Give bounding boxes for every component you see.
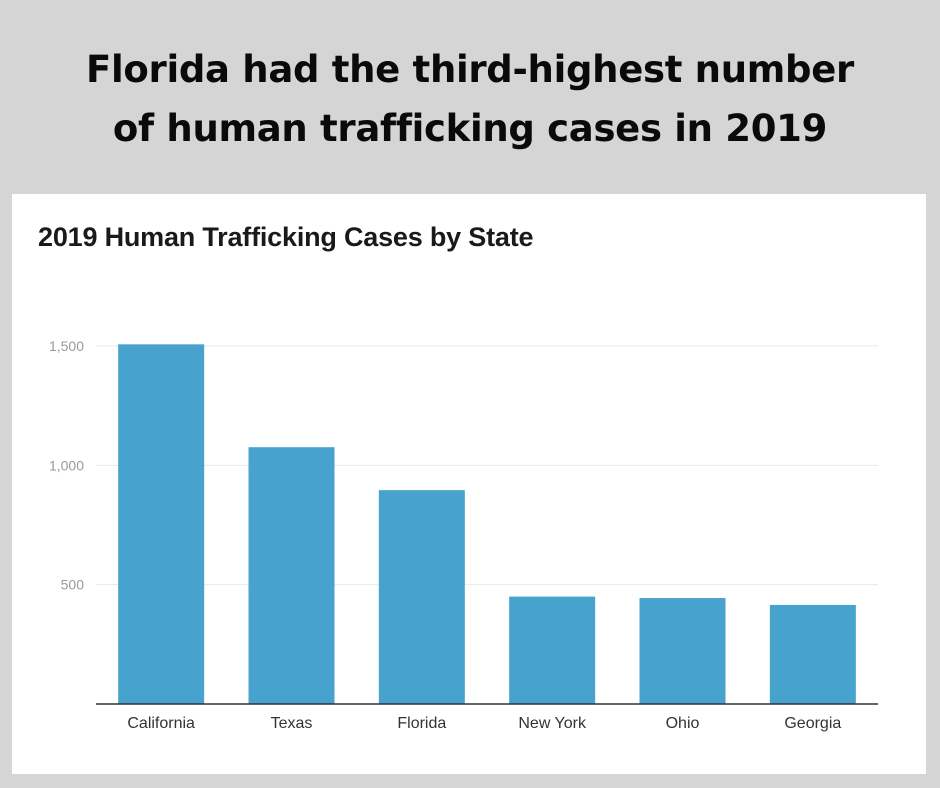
bar xyxy=(509,596,596,704)
bar xyxy=(248,447,335,704)
x-tick-label: Georgia xyxy=(784,715,841,732)
chart-card: 2019 Human Trafficking Cases by State 50… xyxy=(12,194,926,774)
bar xyxy=(378,490,465,704)
x-tick-label: New York xyxy=(518,715,587,732)
headline-line-2: of human trafficking cases in 2019 xyxy=(112,107,828,150)
headline-line-1: Florida had the third-highest number xyxy=(86,48,854,91)
bar-chart: 500 1,000 1,500 California Texas Florida New Y… xyxy=(49,338,878,732)
bar xyxy=(769,604,856,704)
y-tick-label: 500 xyxy=(61,577,85,593)
bar xyxy=(118,344,205,704)
x-tick-label: Ohio xyxy=(666,715,700,732)
y-tick-label: 1,500 xyxy=(49,338,84,354)
headline: Florida had the third-highest number of … xyxy=(0,40,940,158)
y-tick-label: 1,000 xyxy=(49,457,84,473)
chart-title: 2019 Human Trafficking Cases by State xyxy=(38,222,534,252)
bar xyxy=(639,598,726,704)
x-tick-label: California xyxy=(127,715,195,732)
x-tick-label: Florida xyxy=(397,715,446,732)
x-tick-label: Texas xyxy=(271,715,313,732)
